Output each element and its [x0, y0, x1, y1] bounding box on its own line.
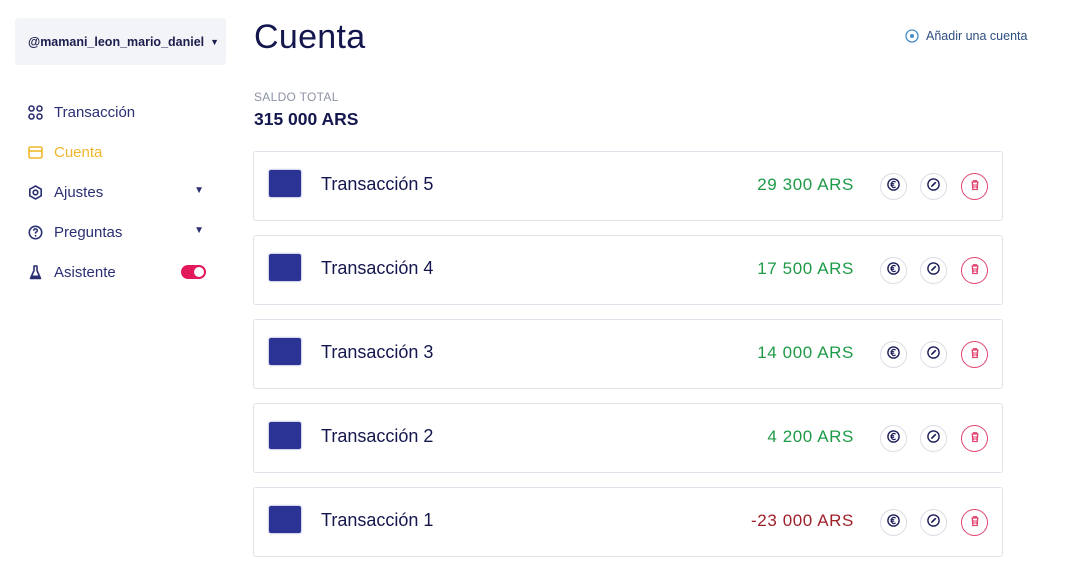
transaction-thumbnail — [269, 422, 301, 449]
transaction-amount: 29 300 ARS — [757, 175, 854, 194]
sidebar: @mamani_leon_mario_daniel ▼ Transacción … — [0, 0, 240, 576]
chevron-down-icon: ▼ — [210, 36, 220, 47]
euro-icon — [887, 345, 900, 364]
transaction-name: Transacción 3 — [321, 342, 434, 362]
delete-button[interactable] — [961, 509, 988, 536]
transaction-amount: 4 200 ARS — [767, 427, 854, 446]
add-account-label: Añadir una cuenta — [926, 29, 1028, 43]
page-title: Cuenta — [254, 18, 366, 56]
transaction-row[interactable]: Transacción 2 4 200 ARS — [253, 403, 1003, 473]
plus-circle-icon — [905, 29, 919, 43]
assistant-toggle[interactable] — [181, 265, 206, 279]
gear-icon — [26, 183, 44, 201]
transaction-row[interactable]: Transacción 5 29 300 ARS — [253, 151, 1003, 221]
transaction-name: Transacción 4 — [321, 258, 434, 278]
edit-button[interactable] — [920, 509, 947, 536]
currency-button[interactable] — [880, 509, 907, 536]
transaction-thumbnail — [269, 338, 301, 365]
euro-icon — [887, 429, 900, 448]
transaction-name: Transacción 5 — [321, 174, 434, 194]
sidebar-item-label: Asistente — [54, 263, 116, 281]
sidebar-item-cuenta[interactable]: Cuenta — [26, 132, 216, 172]
card-icon — [26, 143, 44, 161]
transaction-thumbnail — [269, 506, 301, 533]
delete-button[interactable] — [961, 173, 988, 200]
transaction-name: Transacción 2 — [321, 426, 434, 446]
add-account-button[interactable]: Añadir una cuenta — [905, 29, 1027, 43]
trash-icon — [969, 262, 981, 280]
sidebar-nav: Transacción Cuenta Ajustes ▼ Pregunt — [26, 92, 216, 292]
edit-icon — [927, 429, 940, 448]
sidebar-item-ajustes[interactable]: Ajustes ▼ — [26, 172, 216, 212]
edit-button[interactable] — [920, 425, 947, 452]
delete-button[interactable] — [961, 425, 988, 452]
currency-button[interactable] — [880, 341, 907, 368]
sidebar-item-label: Cuenta — [54, 143, 103, 161]
currency-button[interactable] — [880, 257, 907, 284]
username: @mamani_leon_mario_daniel — [28, 34, 205, 49]
trash-icon — [969, 514, 981, 532]
euro-icon — [887, 261, 900, 280]
grid-icon — [26, 103, 44, 121]
transaction-thumbnail — [269, 254, 301, 281]
sidebar-item-preguntas[interactable]: Preguntas ▼ — [26, 212, 216, 252]
chevron-down-icon: ▼ — [194, 185, 204, 196]
transaction-row[interactable]: Transacción 3 14 000 ARS — [253, 319, 1003, 389]
transaction-row[interactable]: Transacción 4 17 500 ARS — [253, 235, 1003, 305]
trash-icon — [969, 430, 981, 448]
flask-icon — [26, 263, 44, 281]
total-balance-value: 315 000 ARS — [254, 109, 359, 129]
chevron-down-icon: ▼ — [194, 225, 204, 236]
delete-button[interactable] — [961, 341, 988, 368]
user-switcher[interactable]: @mamani_leon_mario_daniel ▼ — [15, 18, 226, 65]
transaction-row[interactable]: Transacción 1 -23 000 ARS — [253, 487, 1003, 557]
question-icon — [26, 223, 44, 241]
edit-icon — [927, 261, 940, 280]
euro-icon — [887, 513, 900, 532]
sidebar-item-label: Transacción — [54, 103, 136, 121]
edit-icon — [927, 345, 940, 364]
transaction-amount: 17 500 ARS — [757, 259, 854, 278]
delete-button[interactable] — [961, 257, 988, 284]
edit-button[interactable] — [920, 257, 947, 284]
sidebar-item-transaccion[interactable]: Transacción — [26, 92, 216, 132]
edit-icon — [927, 177, 940, 196]
currency-button[interactable] — [880, 425, 907, 452]
edit-icon — [927, 513, 940, 532]
transaction-name: Transacción 1 — [321, 510, 434, 530]
edit-button[interactable] — [920, 173, 947, 200]
trash-icon — [969, 346, 981, 364]
euro-icon — [887, 177, 900, 196]
transaction-list: Transacción 5 29 300 ARS Transacción 4 17 5… — [253, 151, 1003, 571]
trash-icon — [969, 178, 981, 196]
total-balance-label: SALDO TOTAL — [254, 90, 339, 104]
currency-button[interactable] — [880, 173, 907, 200]
transaction-amount: -23 000 ARS — [751, 511, 854, 530]
sidebar-item-label: Preguntas — [54, 223, 123, 241]
transaction-amount: 14 000 ARS — [757, 343, 854, 362]
edit-button[interactable] — [920, 341, 947, 368]
transaction-thumbnail — [269, 170, 301, 197]
sidebar-item-label: Ajustes — [54, 183, 104, 201]
sidebar-item-asistente[interactable]: Asistente — [26, 252, 216, 292]
